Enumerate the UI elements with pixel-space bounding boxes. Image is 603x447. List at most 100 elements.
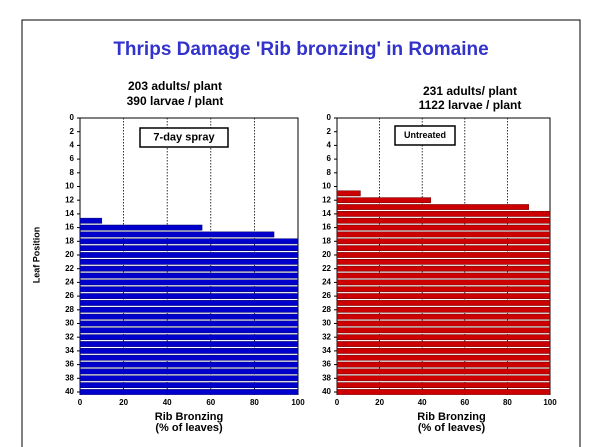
bar <box>336 306 551 313</box>
bar <box>336 375 551 382</box>
x-tick-label: 0 <box>78 398 83 407</box>
y-tick-label: 16 <box>65 223 74 232</box>
bar <box>336 197 431 204</box>
y-tick-label: 20 <box>65 250 74 259</box>
bar <box>79 327 299 334</box>
y-tick-label: 0 <box>327 113 332 122</box>
bar <box>79 224 203 231</box>
bar <box>336 389 551 395</box>
y-tick-label: 14 <box>65 209 74 218</box>
x-axis-label: Rib Bronzing <box>417 411 485 423</box>
bar <box>336 211 551 217</box>
y-tick-label: 24 <box>65 278 74 287</box>
x-tick-label: 100 <box>291 398 305 407</box>
y-tick-label: 6 <box>327 154 332 163</box>
bar <box>336 341 551 347</box>
y-tick-label: 4 <box>327 141 332 150</box>
y-tick-label: 30 <box>65 319 74 328</box>
y-tick-label: 8 <box>327 168 332 177</box>
y-tick-label: 22 <box>65 264 74 273</box>
bar <box>336 252 551 258</box>
y-tick-label: 30 <box>322 319 331 328</box>
bar <box>336 300 551 306</box>
y-tick-label: 32 <box>322 332 331 341</box>
y-tick-label: 8 <box>70 168 75 177</box>
x-axis-label: Rib Bronzing <box>155 411 223 423</box>
bar <box>79 375 299 382</box>
x-tick-label: 60 <box>206 398 215 407</box>
bar <box>79 272 299 279</box>
bar <box>336 245 551 252</box>
bar <box>336 368 551 375</box>
y-tick-label: 14 <box>322 209 331 218</box>
bar <box>79 306 299 313</box>
y-tick-label: 24 <box>322 278 331 287</box>
bar <box>79 313 299 320</box>
bar <box>336 224 551 231</box>
bar <box>79 354 299 361</box>
bar <box>336 334 551 341</box>
x-axis-label: (% of leaves) <box>155 422 223 434</box>
bar <box>336 217 551 224</box>
bar <box>79 361 299 368</box>
y-tick-label: 38 <box>65 373 74 382</box>
bar <box>336 238 551 245</box>
bar <box>336 204 529 210</box>
annotation: 203 adults/ plant <box>128 79 222 93</box>
y-tick-label: 20 <box>322 250 331 259</box>
bar <box>79 231 275 238</box>
x-tick-label: 60 <box>460 398 469 407</box>
y-tick-label: 32 <box>65 332 74 341</box>
y-tick-label: 28 <box>65 305 74 314</box>
bar <box>336 279 551 286</box>
bar <box>336 231 551 238</box>
label-text: 7-day spray <box>153 131 215 143</box>
x-tick-label: 100 <box>543 398 557 407</box>
y-tick-label: 4 <box>70 141 75 150</box>
y-tick-label: 18 <box>322 236 331 245</box>
x-tick-label: 20 <box>375 398 384 407</box>
bar <box>336 354 551 361</box>
bar <box>336 382 551 389</box>
x-tick-label: 0 <box>335 398 340 407</box>
y-tick-label: 36 <box>322 360 331 369</box>
y-tick-label: 12 <box>65 195 74 204</box>
bar <box>336 286 551 293</box>
y-tick-label: 10 <box>322 182 331 191</box>
bar <box>79 320 299 327</box>
bar <box>79 382 299 389</box>
bar <box>336 313 551 320</box>
y-tick-label: 0 <box>70 113 75 122</box>
annotation: 231 adults/ plant <box>423 84 517 98</box>
y-tick-label: 16 <box>322 223 331 232</box>
bar <box>336 258 551 265</box>
bar <box>79 258 299 265</box>
label-box <box>394 125 456 146</box>
y-tick-label: 10 <box>65 182 74 191</box>
y-tick-label: 12 <box>322 195 331 204</box>
x-tick-label: 80 <box>503 398 512 407</box>
y-tick-label: 40 <box>65 387 74 396</box>
bar <box>79 265 299 272</box>
bar <box>336 327 551 334</box>
y-tick-label: 38 <box>322 373 331 382</box>
bar <box>79 252 299 258</box>
x-tick-label: 20 <box>119 398 128 407</box>
bar <box>79 286 299 293</box>
bar <box>79 368 299 375</box>
bar <box>79 245 299 252</box>
y-tick-label: 6 <box>70 154 75 163</box>
slide-title: Thrips Damage 'Rib bronzing' in Romaine <box>113 39 488 60</box>
bar <box>79 300 299 306</box>
bar <box>336 265 551 272</box>
bar <box>336 348 551 354</box>
bar <box>79 341 299 347</box>
y-tick-label: 2 <box>327 127 332 136</box>
bar <box>79 217 103 224</box>
annotation: 390 larvae / plant <box>127 94 224 108</box>
bar <box>79 238 299 245</box>
y-tick-label: 26 <box>322 291 331 300</box>
y-tick-label: 40 <box>322 387 331 396</box>
bar <box>79 334 299 341</box>
bar <box>79 389 299 395</box>
